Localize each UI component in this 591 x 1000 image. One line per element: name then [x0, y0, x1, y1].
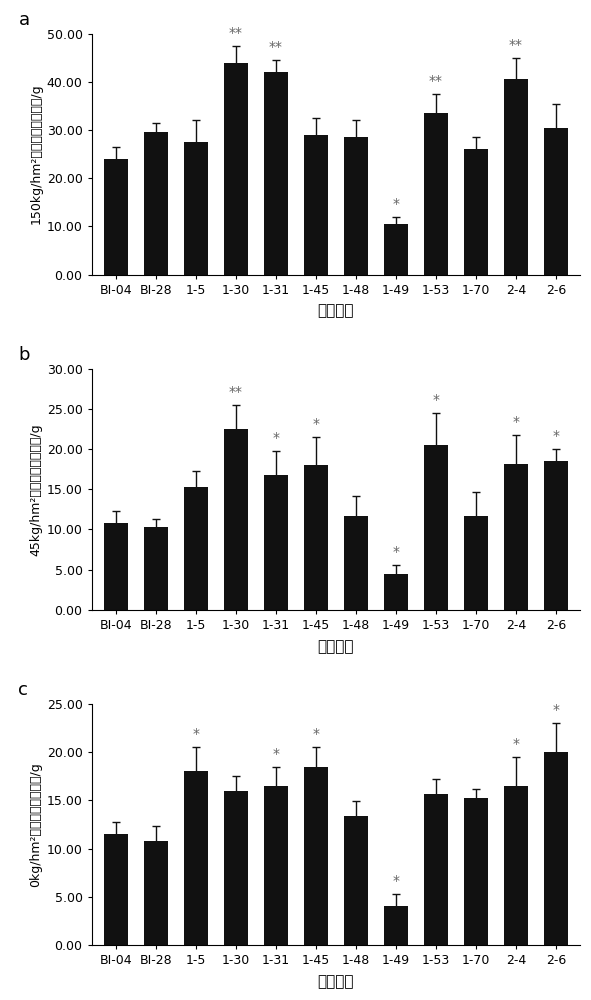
Bar: [384, 906, 408, 945]
Text: *: *: [272, 431, 279, 445]
Text: **: **: [509, 38, 523, 52]
Text: *: *: [392, 874, 400, 888]
X-axis label: 供试材料: 供试材料: [317, 639, 354, 654]
Bar: [103, 159, 128, 275]
Text: *: *: [192, 727, 199, 741]
Text: *: *: [553, 429, 559, 443]
Text: c: c: [18, 681, 28, 699]
Bar: [504, 79, 528, 275]
Text: **: **: [229, 385, 243, 399]
Bar: [184, 487, 207, 610]
Text: *: *: [553, 703, 559, 717]
Bar: [144, 132, 168, 275]
Text: *: *: [392, 545, 400, 559]
Bar: [224, 63, 248, 275]
Bar: [424, 113, 448, 275]
Text: *: *: [512, 415, 519, 429]
Bar: [344, 516, 368, 610]
Bar: [304, 465, 328, 610]
Bar: [344, 816, 368, 945]
Bar: [224, 791, 248, 945]
X-axis label: 供试材料: 供试材料: [317, 304, 354, 319]
Bar: [184, 142, 207, 275]
Text: **: **: [229, 26, 243, 40]
Text: **: **: [269, 40, 282, 54]
Bar: [464, 798, 488, 945]
Bar: [384, 574, 408, 610]
Bar: [144, 841, 168, 945]
Text: b: b: [18, 346, 30, 364]
Bar: [464, 149, 488, 275]
Bar: [544, 752, 568, 945]
Bar: [544, 461, 568, 610]
X-axis label: 供试材料: 供试材料: [317, 974, 354, 989]
Bar: [103, 523, 128, 610]
Bar: [224, 429, 248, 610]
Bar: [184, 771, 207, 945]
Text: *: *: [392, 197, 400, 211]
Text: a: a: [18, 11, 30, 29]
Bar: [103, 834, 128, 945]
Bar: [424, 445, 448, 610]
Text: **: **: [429, 74, 443, 88]
Text: *: *: [272, 747, 279, 761]
Bar: [304, 767, 328, 945]
Bar: [144, 527, 168, 610]
Bar: [264, 786, 288, 945]
Text: *: *: [512, 737, 519, 751]
Bar: [264, 72, 288, 275]
Y-axis label: 45kg/hm²纯氮下的单株产量/g: 45kg/hm²纯氮下的单株产量/g: [30, 423, 43, 556]
Bar: [384, 224, 408, 275]
Text: *: *: [432, 393, 439, 407]
Text: *: *: [312, 727, 319, 741]
Bar: [504, 464, 528, 610]
Y-axis label: 0kg/hm²纯氮下的单株产量/g: 0kg/hm²纯氮下的单株产量/g: [30, 762, 43, 887]
Y-axis label: 150kg/hm²纯氮下的单株产量/g: 150kg/hm²纯氮下的单株产量/g: [30, 84, 43, 224]
Bar: [344, 137, 368, 275]
Bar: [464, 516, 488, 610]
Bar: [544, 128, 568, 275]
Bar: [424, 794, 448, 945]
Bar: [504, 786, 528, 945]
Text: *: *: [312, 417, 319, 431]
Bar: [264, 475, 288, 610]
Bar: [304, 135, 328, 275]
